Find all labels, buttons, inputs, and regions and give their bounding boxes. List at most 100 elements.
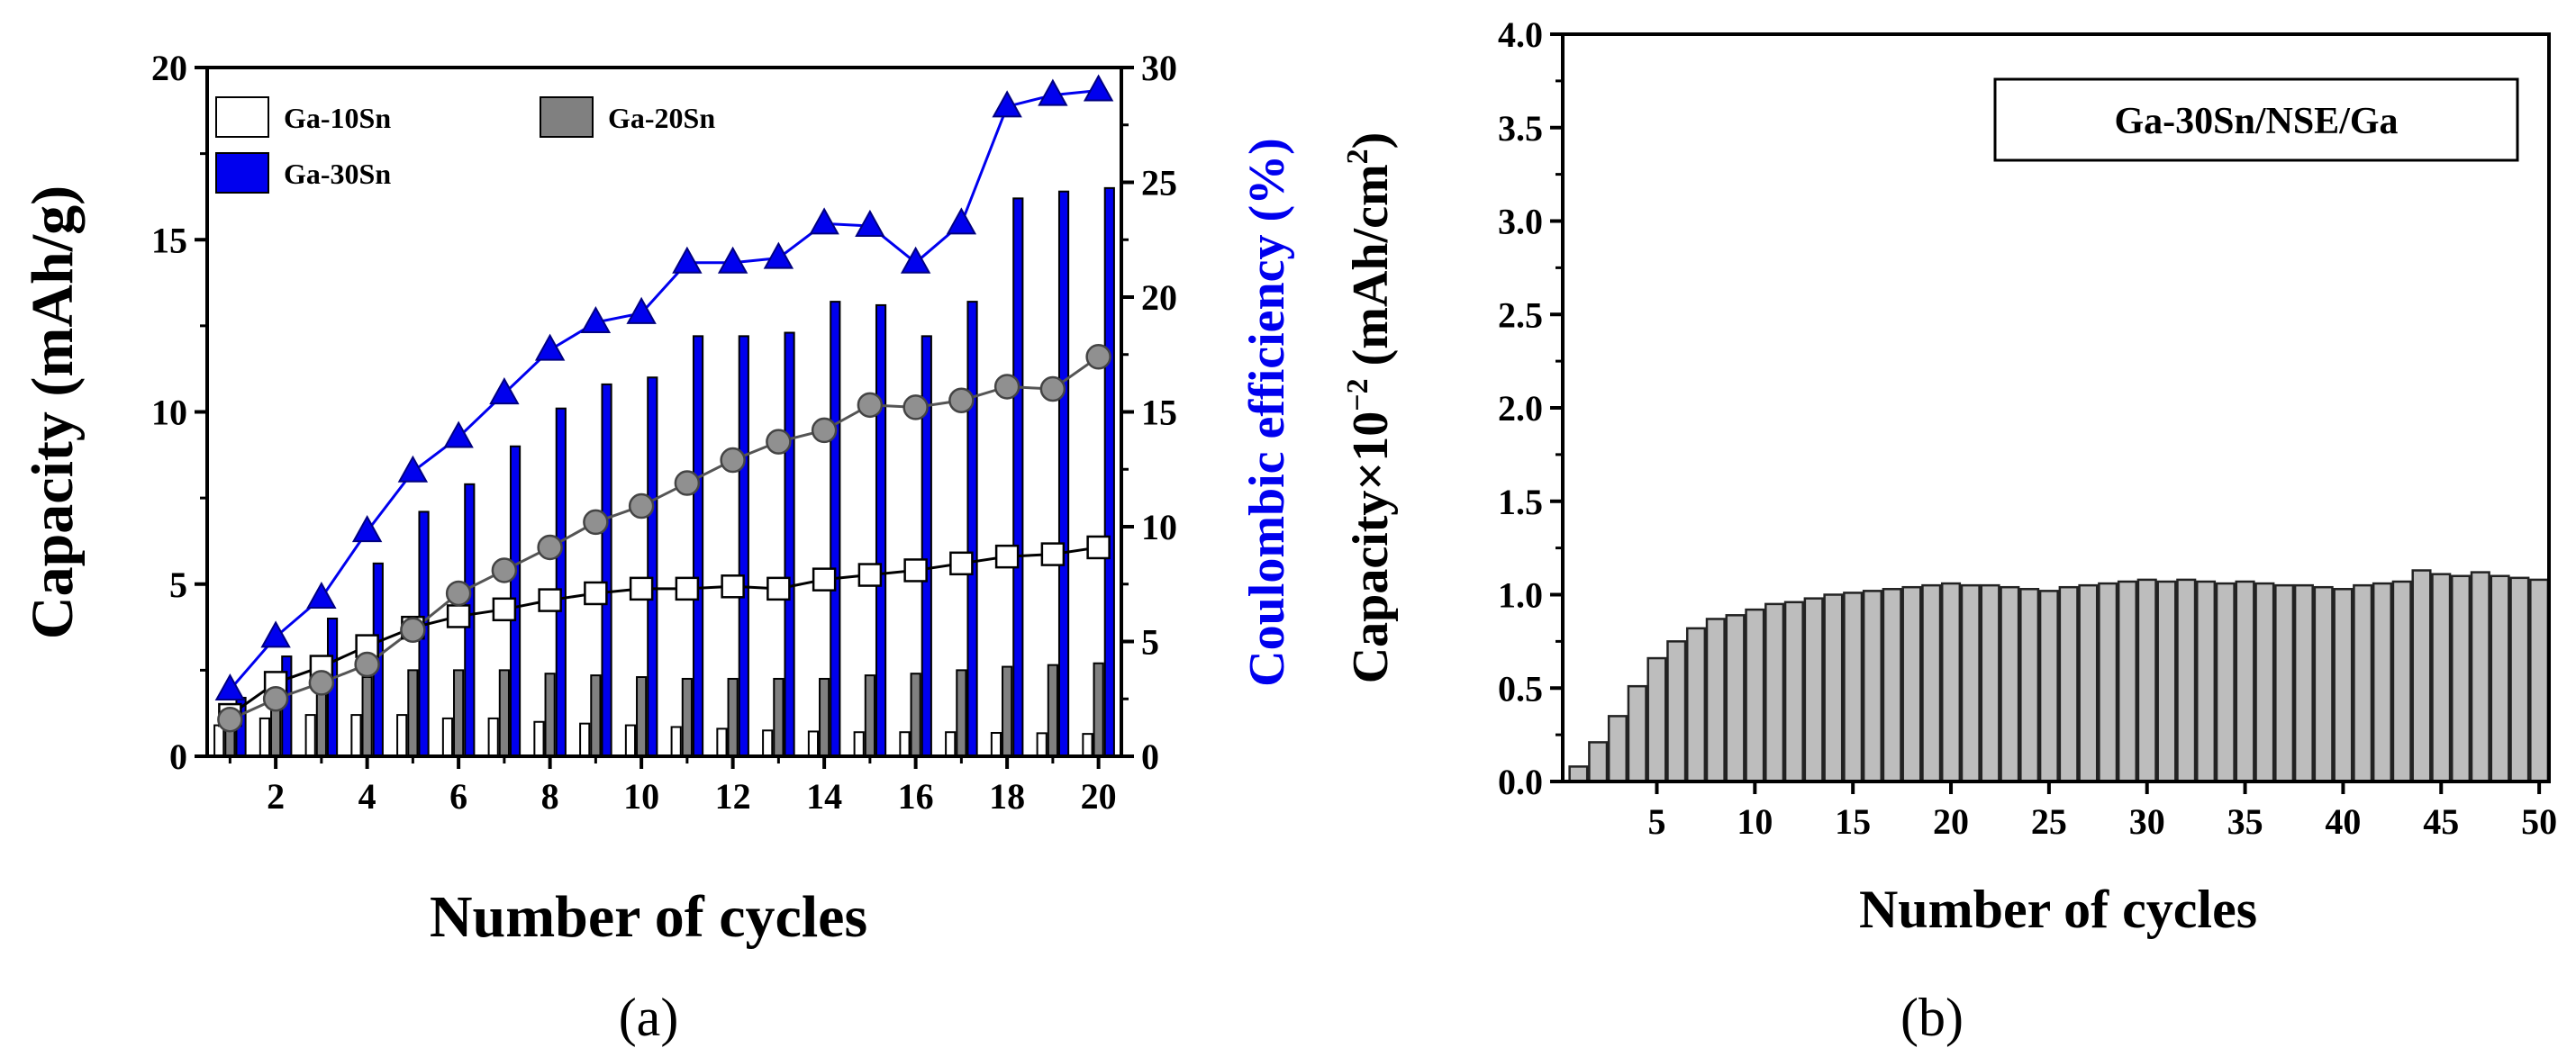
y-tick-label-b: 4.0 — [1498, 14, 1543, 55]
marker-triangle — [1083, 74, 1114, 102]
legend-label: Ga-20Sn — [608, 102, 715, 134]
y-tick-label-a: 20 — [151, 48, 187, 88]
bar-ga-10sn — [670, 726, 682, 757]
y-label-prefix: Capacity×10 — [1343, 411, 1399, 684]
bar-ga-10sn — [487, 717, 499, 757]
y2-tick-label-a: 5 — [1141, 622, 1159, 663]
bar-ga-20sn — [727, 677, 739, 757]
bar-ga-20sn — [864, 674, 875, 757]
marker-circle — [491, 557, 518, 583]
y-tick-label-b: 3.5 — [1498, 108, 1543, 149]
bar-ga-10sn — [807, 730, 820, 758]
bar-ga-20sn — [1047, 664, 1058, 758]
legend-swatch — [215, 152, 269, 194]
marker-triangle — [717, 246, 748, 274]
marker-square — [812, 567, 837, 592]
x-tick-label-b: 30 — [2129, 801, 2165, 842]
x-tick-label-a: 12 — [715, 776, 751, 817]
bar-cycle — [1940, 582, 1962, 783]
marker-triangle — [443, 420, 474, 448]
bar-ga-10sn — [350, 714, 362, 757]
bar-cycle — [1666, 640, 1687, 783]
y-label-suffix: (mAh/cm — [1343, 164, 1399, 378]
marker-square — [1086, 535, 1111, 560]
bar-cycle — [1568, 765, 1589, 783]
marker-square — [675, 576, 700, 601]
bar-cycle — [2509, 576, 2530, 783]
panel-a: 2 4 6 8 10 12 14 16 18 20 0 5 10 15 20 0 5 10 15 20 25 30 Ga-… — [20, 48, 1295, 1047]
marker-triangle — [306, 581, 337, 610]
bar-ga-10sn — [945, 731, 957, 757]
bar-cycle — [1783, 601, 1804, 783]
marker-square — [903, 558, 928, 583]
bar-cycle — [2411, 569, 2432, 783]
marker-circle — [948, 387, 975, 413]
bar-cycle — [2038, 590, 2059, 783]
x-tick-label-a: 6 — [449, 776, 467, 817]
marker-triangle — [809, 207, 839, 235]
marker-circle — [537, 534, 563, 561]
bar-cycle — [2313, 585, 2334, 783]
y2-tick-label-a: 10 — [1141, 507, 1177, 547]
marker-triangle — [946, 207, 977, 235]
marker-triangle — [397, 455, 429, 483]
marker-circle — [354, 651, 380, 678]
bar-ga-30sn — [647, 376, 658, 757]
bar-cycle — [1607, 715, 1628, 783]
marker-triangle — [1038, 78, 1068, 106]
x-axis-label-b: Number of cycles — [1859, 880, 2257, 939]
bar-ga-20sn — [544, 673, 556, 758]
marker-square — [857, 563, 883, 587]
bar-ga-10sn — [259, 717, 271, 757]
x-tick-label-a: 8 — [541, 776, 559, 817]
marker-triangle — [763, 241, 794, 269]
marker-circle — [262, 686, 289, 712]
marker-square — [1040, 542, 1066, 566]
bar-ga-10sn — [990, 731, 1002, 757]
bar-ga-30sn — [601, 383, 612, 757]
y-tick-label-b: 3.0 — [1498, 202, 1543, 242]
panel-b: 5 10 15 20 25 30 35 40 45 50 0.0 0.5 1.0 1.5 2.0 2.5 3.0… — [1341, 14, 2557, 1047]
bar-ga-30sn — [555, 407, 567, 757]
marker-square — [584, 581, 608, 606]
y-tick-label-a: 5 — [169, 565, 187, 605]
marker-square — [949, 551, 974, 576]
bar-cycle — [1725, 614, 1746, 783]
bar-ga-10sn — [213, 724, 225, 758]
x-tick-label-b: 25 — [2031, 801, 2067, 842]
bar-ga-10sn — [441, 717, 454, 757]
bar-cycle — [2215, 582, 2236, 783]
annotation-label: Ga-30Sn/NSE/Ga — [2114, 101, 2398, 142]
bar-ga-10sn — [396, 714, 408, 757]
x-tick-label-a: 16 — [898, 776, 934, 817]
bar-ga-20sn — [590, 674, 602, 757]
bar-cycle — [1862, 590, 1883, 783]
marker-square — [492, 597, 517, 622]
marker-triangle — [855, 209, 885, 237]
marker-circle — [993, 374, 1020, 400]
bar-cycle — [2098, 582, 2118, 783]
marker-circle — [811, 417, 838, 444]
bar-cycle — [1843, 592, 1864, 783]
bar-cycle — [1764, 602, 1785, 783]
bar-cycle — [2470, 571, 2490, 783]
y-tick-label-b: 1.5 — [1498, 482, 1543, 522]
marker-circle — [766, 429, 792, 455]
marker-triangle — [626, 296, 657, 324]
marker-triangle — [351, 515, 383, 543]
marker-square — [721, 574, 745, 599]
bar-ga-20sn — [819, 677, 830, 757]
bar-ga-30sn — [784, 331, 795, 757]
bar-cycle — [2254, 582, 2275, 783]
bar-ga-30sn — [692, 335, 704, 757]
marker-square — [538, 588, 562, 612]
marker-square — [629, 576, 654, 601]
y-tick-label-a: 15 — [151, 220, 187, 260]
x-tick-label-b: 45 — [2423, 801, 2459, 842]
bar-cycle — [2490, 574, 2510, 783]
marker-triangle — [580, 305, 612, 334]
y2-tick-label-a: 0 — [1141, 736, 1159, 777]
bar-ga-20sn — [1002, 665, 1013, 757]
marker-square — [766, 576, 791, 601]
bar-ga-10sn — [579, 722, 591, 757]
